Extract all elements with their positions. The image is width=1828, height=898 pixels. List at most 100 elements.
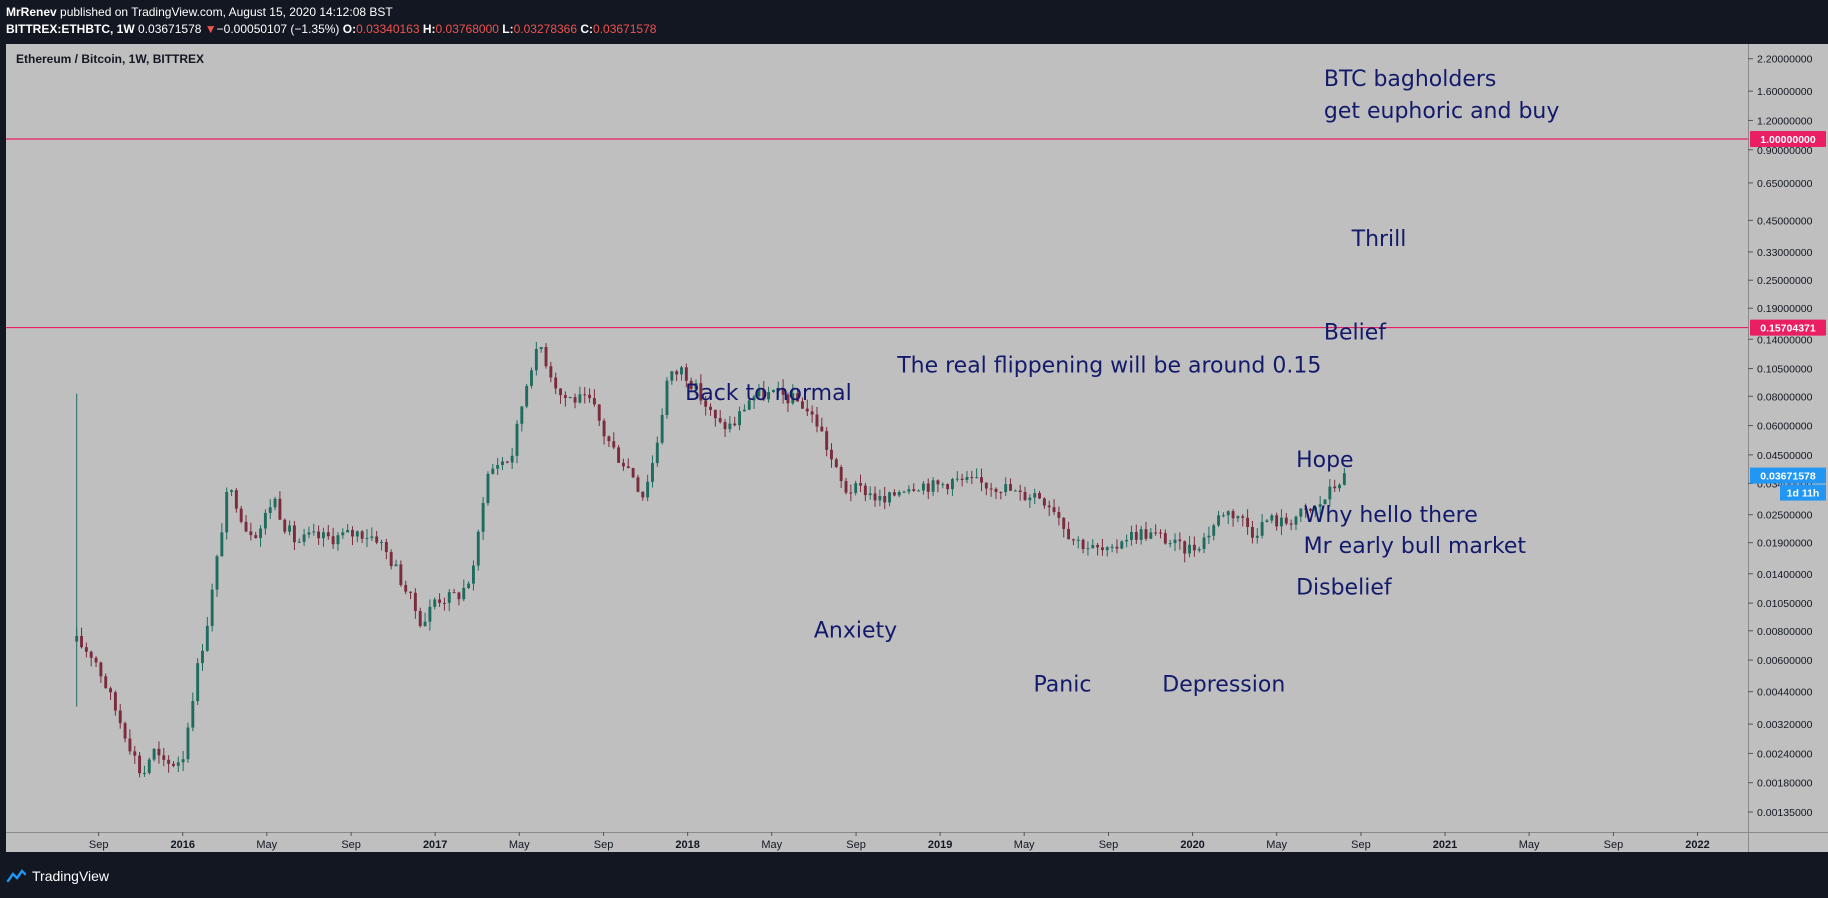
candle-down [834, 459, 838, 468]
candle-up [1207, 535, 1211, 538]
y-tick-label: 0.00135000 [1757, 807, 1813, 819]
candle-up [1270, 515, 1274, 521]
candle-down [984, 482, 988, 489]
annotation-text: Hope [1296, 448, 1354, 473]
candle-down [128, 738, 132, 752]
candle-down [849, 492, 853, 494]
tradingview-logo[interactable]: TradingView [6, 868, 109, 884]
candle-down [172, 763, 175, 766]
candle-up [496, 465, 500, 469]
last-price-label: 0.03671578 [1760, 471, 1816, 483]
candle-down [946, 484, 950, 490]
candle-down [113, 692, 117, 711]
candle-down [99, 662, 103, 677]
candle-down [157, 748, 161, 756]
candle-up [1342, 473, 1346, 485]
brand-name: TradingView [32, 868, 110, 884]
candle-up [1318, 504, 1322, 507]
candle-down [684, 367, 688, 381]
candle-up [210, 589, 214, 626]
candle-down [699, 383, 703, 401]
x-tick-label: 2021 [1433, 839, 1457, 851]
candle-up [752, 396, 756, 401]
candle-up [680, 367, 683, 375]
candle-up [1091, 545, 1095, 549]
candle-down [283, 519, 287, 532]
candle-up [191, 701, 195, 728]
candle-up [307, 532, 311, 535]
candle-down [709, 406, 712, 410]
tradingview-logo-icon [6, 869, 26, 883]
footer [0, 862, 1828, 898]
y-tick-label: 0.01050000 [1757, 598, 1813, 610]
y-tick-label: 0.45000000 [1757, 215, 1813, 227]
candle-down [549, 366, 553, 378]
y-tick-label: 0.02500000 [1757, 510, 1813, 522]
candle-down [830, 449, 833, 460]
candle-down [1144, 529, 1148, 539]
candle-down [1057, 512, 1061, 518]
candle-up [1130, 531, 1133, 540]
candle-up [670, 371, 674, 381]
high-value: 0.03768000 [435, 22, 499, 36]
candle-up [878, 495, 882, 501]
candle-up [312, 531, 316, 533]
candle-up [1236, 516, 1240, 519]
x-tick-label: 2016 [170, 839, 194, 851]
candle-up [1217, 515, 1221, 526]
candle-down [597, 404, 601, 421]
low-label: L: [502, 22, 514, 36]
y-tick-label: 0.04500000 [1757, 450, 1813, 462]
y-tick-label: 0.06000000 [1757, 421, 1813, 433]
candle-down [689, 380, 693, 389]
candle-up [1139, 529, 1143, 540]
candle-up [578, 394, 582, 403]
candle-up [530, 370, 533, 386]
annotation-text: Belief [1324, 320, 1387, 345]
candle-up [471, 565, 475, 584]
x-tick-label: 2022 [1685, 839, 1709, 851]
candle-down [1071, 539, 1075, 541]
annotation-text: Disbelief [1296, 576, 1393, 601]
candle-up [738, 411, 742, 426]
candle-down [278, 498, 282, 520]
candle-down [1284, 517, 1288, 524]
author-name[interactable]: MrRenev [6, 5, 57, 19]
candle-up [665, 380, 669, 416]
candle-up [355, 531, 359, 537]
candle-down [612, 441, 616, 448]
candle-down [1052, 507, 1056, 513]
candle-up [341, 532, 345, 536]
candle-down [162, 755, 166, 760]
candle-up [646, 481, 650, 498]
candle-up [142, 772, 146, 774]
y-tick-label: 0.10500000 [1757, 364, 1813, 376]
candle-up [539, 347, 543, 349]
candle-up [346, 530, 350, 533]
candle-down [1289, 523, 1293, 525]
candle-up [1105, 547, 1109, 551]
candle-down [1018, 490, 1022, 492]
y-tick-label: 0.00240000 [1757, 748, 1813, 760]
open-label: O: [342, 22, 357, 36]
candle-up [181, 759, 185, 763]
candle-down [592, 398, 596, 405]
candle-down [815, 414, 819, 427]
candle-up [147, 759, 151, 773]
candle-down [1038, 493, 1041, 499]
x-tick-label: May [1266, 839, 1287, 851]
candle-down [326, 532, 330, 537]
candle-down [84, 647, 88, 652]
last-price: 0.03671578 [138, 22, 202, 36]
candle-down [331, 536, 335, 545]
x-tick-label: 2018 [675, 839, 699, 851]
candle-down [89, 651, 93, 658]
level-price-label: 0.15704371 [1760, 323, 1816, 335]
candle-up [907, 489, 911, 492]
candle-up [1188, 544, 1191, 554]
candle-down [1047, 505, 1051, 508]
price-change: −0.00050107 (−1.35%) [216, 22, 340, 36]
price-chart[interactable]: Ethereum / Bitcoin, 1W, BITTREX 2.2000000… [0, 44, 1828, 862]
chart-header: MrRenev published on TradingView.com, Au… [0, 0, 1828, 44]
candle-down [413, 592, 417, 611]
